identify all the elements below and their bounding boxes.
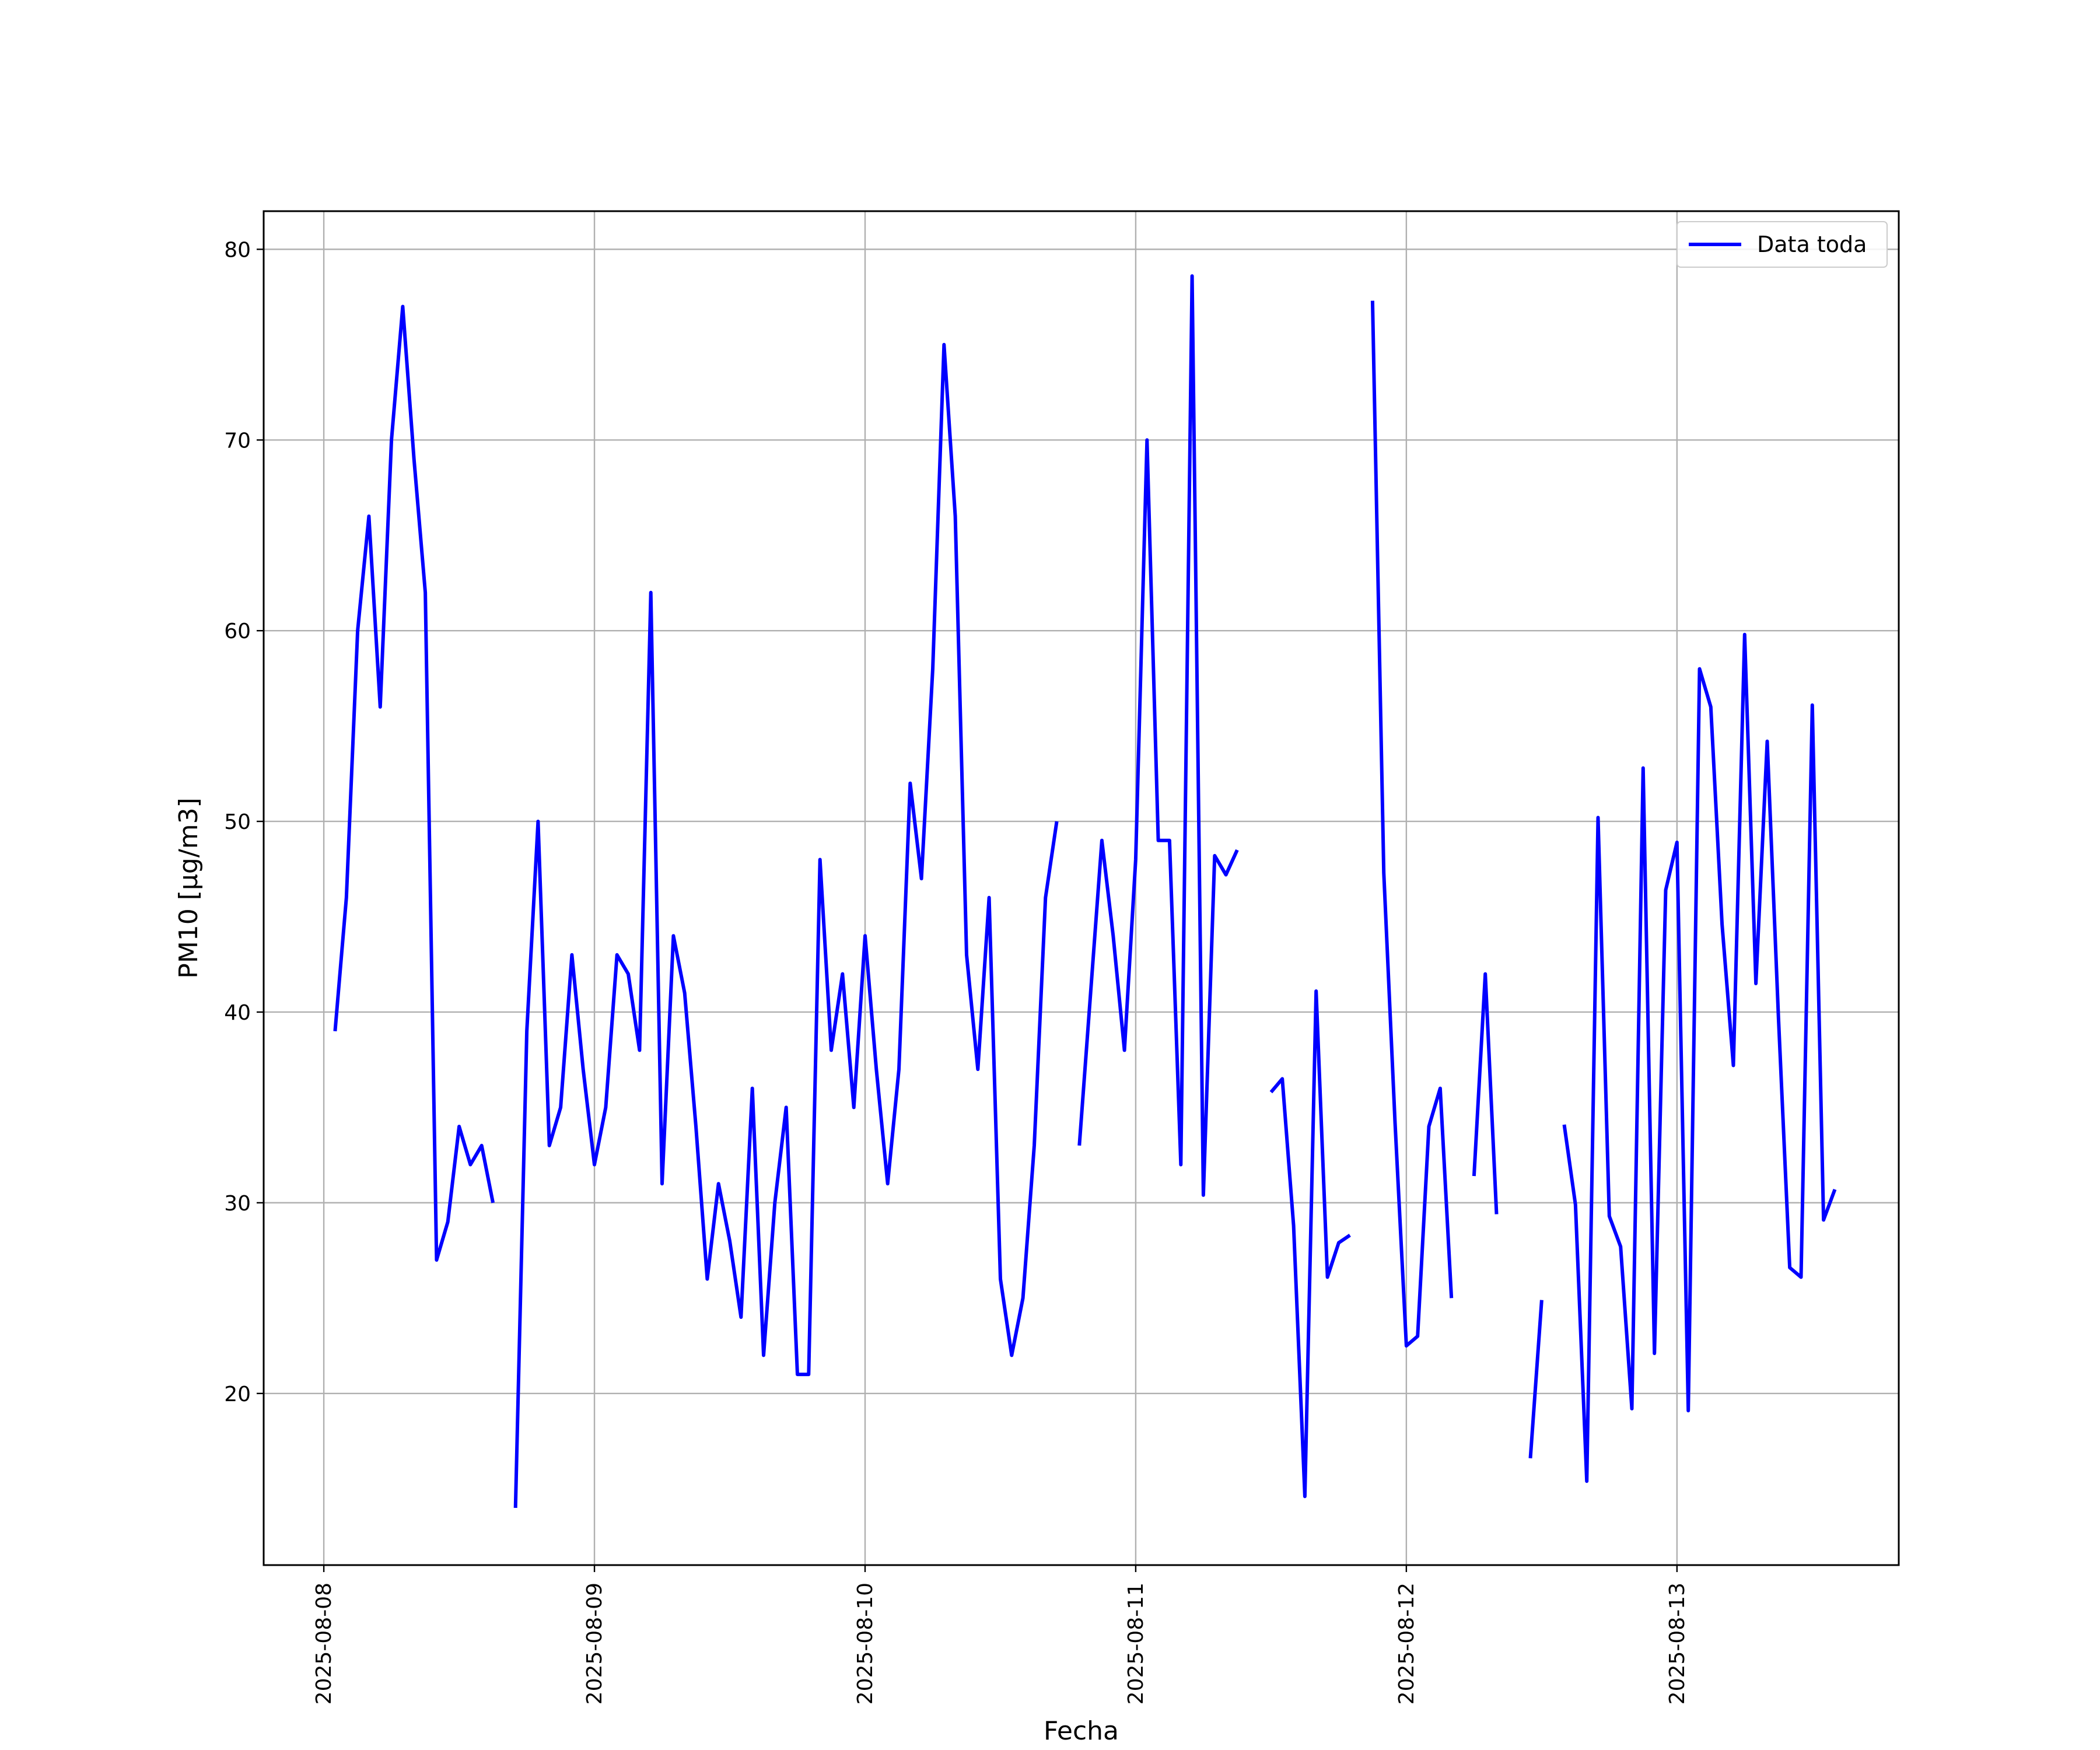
series-line-segment <box>513 342 1059 1508</box>
x-tick-label: 2025-08-11 <box>1124 1583 1148 1704</box>
series-line-segment <box>1269 989 1351 1499</box>
series-line-segment <box>1562 632 1837 1483</box>
series-layer <box>333 274 1837 1508</box>
x-tick-label: 2025-08-13 <box>1665 1583 1689 1704</box>
y-tick-label: 50 <box>224 810 251 834</box>
legend: Data toda <box>1676 221 1888 268</box>
y-tick-label: 30 <box>224 1192 251 1216</box>
plot-frame <box>262 210 1900 1566</box>
y-tick-label: 60 <box>224 620 251 643</box>
y-tick-label: 80 <box>224 238 251 262</box>
legend-entry-label: Data toda <box>1757 232 1867 257</box>
y-axis-label: PM10 [μg/m3] <box>174 797 204 978</box>
x-tick-label: 2025-08-10 <box>853 1583 877 1704</box>
legend-box <box>1676 221 1888 268</box>
y-tick-label: 40 <box>224 1001 251 1025</box>
x-tick-label: 2025-08-09 <box>583 1583 607 1704</box>
y-axis-ticks: 20 30 40 50 60 70 80 <box>224 238 264 1406</box>
series-line-segment <box>333 304 495 1262</box>
grid-lines <box>264 211 1899 1565</box>
series-line-segment <box>1370 300 1454 1348</box>
series-0 <box>333 274 1837 1508</box>
x-tick-label: 2025-08-08 <box>312 1583 336 1704</box>
series-line-segment <box>1077 274 1239 1197</box>
x-tick-label: 2025-08-12 <box>1395 1583 1419 1704</box>
x-axis-label: Fecha <box>1044 1716 1119 1746</box>
x-axis-ticks: 2025-08-08 2025-08-09 2025-08-10 2025-08-11… <box>312 1565 1689 1704</box>
series-line-segment <box>1472 972 1499 1214</box>
y-tick-label: 70 <box>224 429 251 453</box>
y-tick-label: 20 <box>224 1382 251 1406</box>
series-line-segment <box>1528 1300 1544 1459</box>
